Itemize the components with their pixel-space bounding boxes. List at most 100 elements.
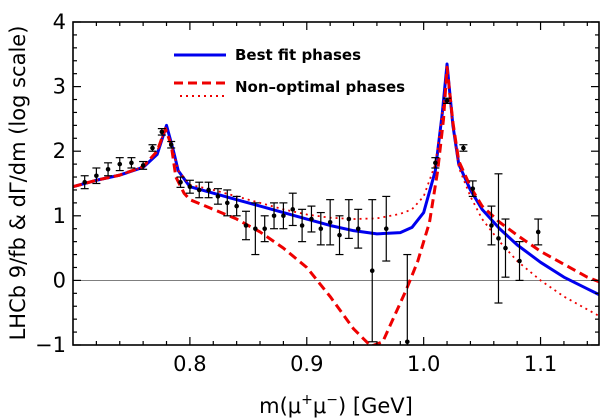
- data-point: [104, 162, 113, 177]
- data-marker: [535, 229, 541, 235]
- data-point: [515, 241, 524, 281]
- data-marker: [517, 258, 522, 264]
- x-axis-label: m(μ+μ−) [GeV]: [259, 392, 413, 418]
- data-point: [176, 176, 185, 188]
- data-point: [195, 181, 204, 199]
- x-tick-label: 0.9: [290, 352, 323, 376]
- data-point: [403, 253, 412, 345]
- data-points-group: [80, 97, 543, 345]
- data-marker: [243, 223, 249, 228]
- data-point: [157, 127, 166, 136]
- data-point: [185, 179, 194, 194]
- y-tick-label: 3: [53, 75, 66, 99]
- data-marker: [433, 160, 438, 166]
- series-line-solid: [73, 62, 599, 296]
- x-tick-label: 1.0: [407, 352, 440, 376]
- ticks-group: [73, 21, 599, 346]
- data-point: [487, 205, 496, 246]
- data-marker: [299, 223, 305, 228]
- data-marker: [94, 173, 99, 179]
- data-marker: [496, 236, 501, 241]
- y-axis-label: LHCb 9/fb & dΓ/dm (log scale): [6, 26, 30, 341]
- series-line-dashed: [73, 65, 599, 345]
- data-point: [148, 144, 157, 152]
- data-point: [298, 208, 307, 243]
- data-point: [92, 167, 101, 185]
- data-point: [468, 180, 477, 198]
- data-marker: [117, 161, 123, 167]
- y-tick-label: −1: [35, 333, 66, 357]
- data-point: [241, 210, 250, 241]
- data-point: [270, 202, 279, 230]
- data-marker: [129, 160, 134, 166]
- data-point: [232, 195, 241, 217]
- data-marker: [168, 142, 174, 148]
- data-marker: [253, 226, 258, 232]
- data-point: [431, 157, 440, 169]
- data-point: [167, 140, 176, 149]
- data-marker: [309, 216, 314, 222]
- data-marker: [105, 166, 111, 172]
- data-marker: [369, 268, 375, 274]
- data-point: [501, 218, 510, 278]
- plot-frame: [72, 21, 600, 346]
- data-marker: [187, 184, 193, 190]
- data-point: [459, 144, 468, 152]
- legend: Best fit phases Non–optimal phases: [174, 46, 405, 97]
- series-group: [73, 62, 599, 345]
- data-marker: [444, 98, 450, 104]
- y-tick-label: 4: [53, 10, 66, 34]
- y-tick-label: 1: [53, 204, 66, 228]
- data-point: [443, 97, 452, 104]
- data-marker: [327, 219, 333, 225]
- data-marker: [178, 179, 183, 185]
- data-point: [316, 211, 325, 246]
- y-tick-label: 2: [53, 139, 66, 163]
- data-marker: [318, 226, 324, 232]
- legend-label-non-optimal: Non–optimal phases: [235, 78, 405, 96]
- data-marker: [470, 186, 476, 191]
- data-point: [382, 195, 391, 262]
- data-marker: [271, 213, 277, 219]
- data-marker: [262, 226, 267, 232]
- data-marker: [196, 187, 202, 193]
- data-point: [344, 199, 353, 240]
- data-marker: [503, 245, 508, 251]
- data-marker: [224, 200, 230, 206]
- data-point: [251, 202, 260, 256]
- data-point: [127, 157, 136, 169]
- data-point: [534, 218, 543, 246]
- data-marker: [234, 203, 239, 209]
- data-marker: [140, 163, 146, 168]
- data-point: [260, 215, 269, 243]
- data-point: [368, 199, 377, 343]
- data-point: [80, 175, 89, 190]
- data-marker: [82, 179, 87, 185]
- x-tick-label: 0.8: [173, 352, 206, 376]
- data-marker: [337, 232, 342, 238]
- data-point: [115, 157, 124, 172]
- data-marker: [159, 129, 165, 135]
- data-point: [335, 215, 344, 256]
- data-point: [354, 208, 363, 249]
- data-marker: [346, 216, 352, 222]
- data-point: [204, 181, 213, 199]
- series-line-dotted: [73, 72, 599, 317]
- data-marker: [355, 226, 361, 232]
- data-point: [307, 205, 316, 233]
- data-point: [288, 192, 297, 227]
- data-point: [139, 160, 148, 170]
- data-marker: [489, 223, 494, 228]
- data-point: [223, 189, 232, 217]
- y-tick-label: 0: [53, 268, 66, 292]
- legend-label-best-fit: Best fit phases: [235, 46, 361, 64]
- data-point: [213, 188, 222, 205]
- data-marker: [215, 194, 221, 199]
- data-marker: [405, 339, 410, 345]
- data-marker: [206, 187, 211, 193]
- data-marker: [281, 213, 286, 219]
- data-marker: [461, 145, 466, 151]
- tick-labels-group: 0.8 0.9 1.0 1.1 −1 0 1 2 3 4: [35, 10, 557, 376]
- data-point: [279, 202, 288, 230]
